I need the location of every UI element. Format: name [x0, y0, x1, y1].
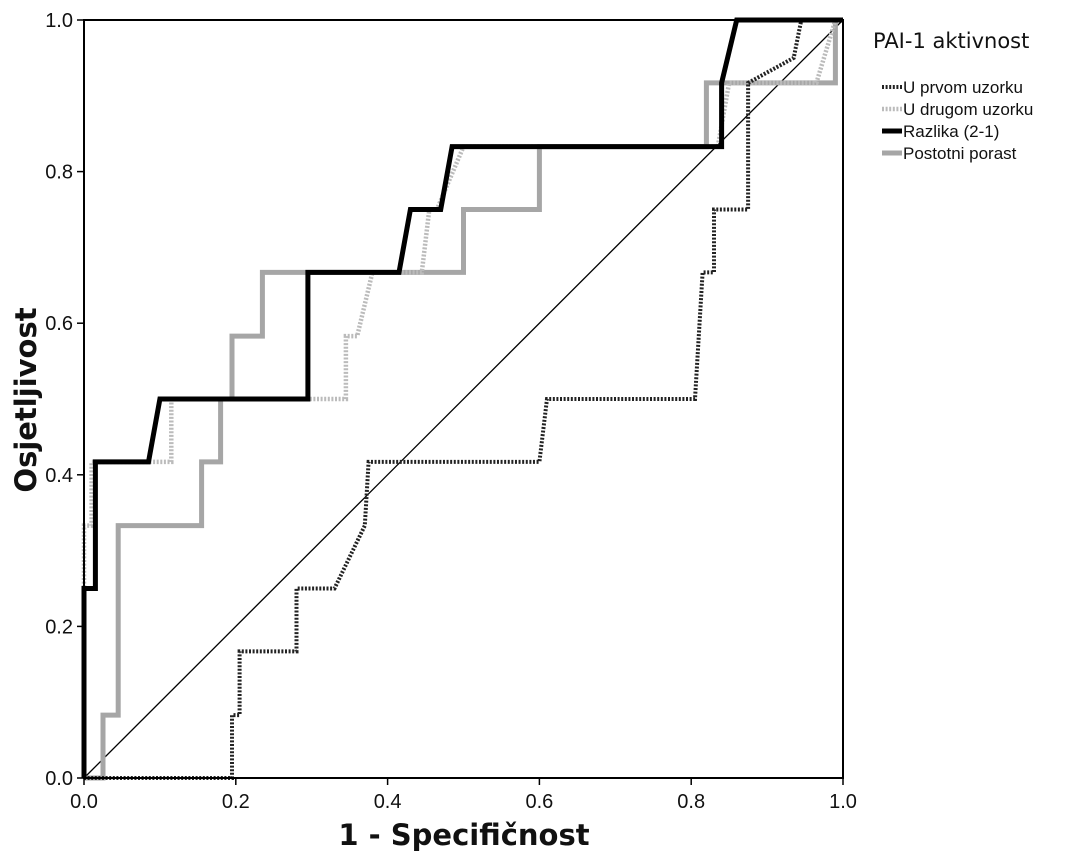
legend-label: U prvom uzorku	[903, 78, 1023, 97]
legend-label: U drugom uzorku	[903, 100, 1033, 119]
y-tick-label: 0.8	[45, 162, 73, 184]
y-tick-label: 0.0	[45, 768, 73, 790]
series-line-3	[81, 17, 843, 778]
legend-label: Postotni porast	[903, 144, 1017, 163]
y-tick-label: 0.2	[45, 616, 73, 638]
y-tick-label: 1.0	[45, 10, 73, 32]
legend: PAI-1 aktivnost U prvom uzorku U drugom u…	[873, 29, 1033, 163]
y-axis-title: Osjetljivost	[9, 307, 43, 492]
x-tick-label: 0.6	[525, 791, 553, 813]
axis-ticks: 0.0 0.2 0.4 0.6 0.8 1.0 0.0 0.2 0.4 0.6 0.8 1.0	[45, 10, 857, 813]
x-tick-label: 1.0	[829, 791, 857, 813]
x-tick-label: 0.8	[677, 791, 705, 813]
series-line-1	[84, 18, 843, 780]
series-line-4	[84, 17, 843, 781]
x-tick-label: 0.2	[222, 791, 250, 813]
x-tick-label: 0.4	[374, 791, 402, 813]
plot-frame	[83, 19, 844, 779]
x-axis-title: 1 - Specifičnost	[338, 818, 589, 852]
y-tick-label: 0.4	[45, 465, 73, 487]
legend-title: PAI-1 aktivnost	[873, 29, 1029, 53]
plot-area	[81, 17, 844, 781]
y-tick-label: 0.6	[45, 313, 73, 335]
legend-label: Razlika (2-1)	[903, 122, 999, 141]
x-tick-label: 0.0	[70, 791, 98, 813]
